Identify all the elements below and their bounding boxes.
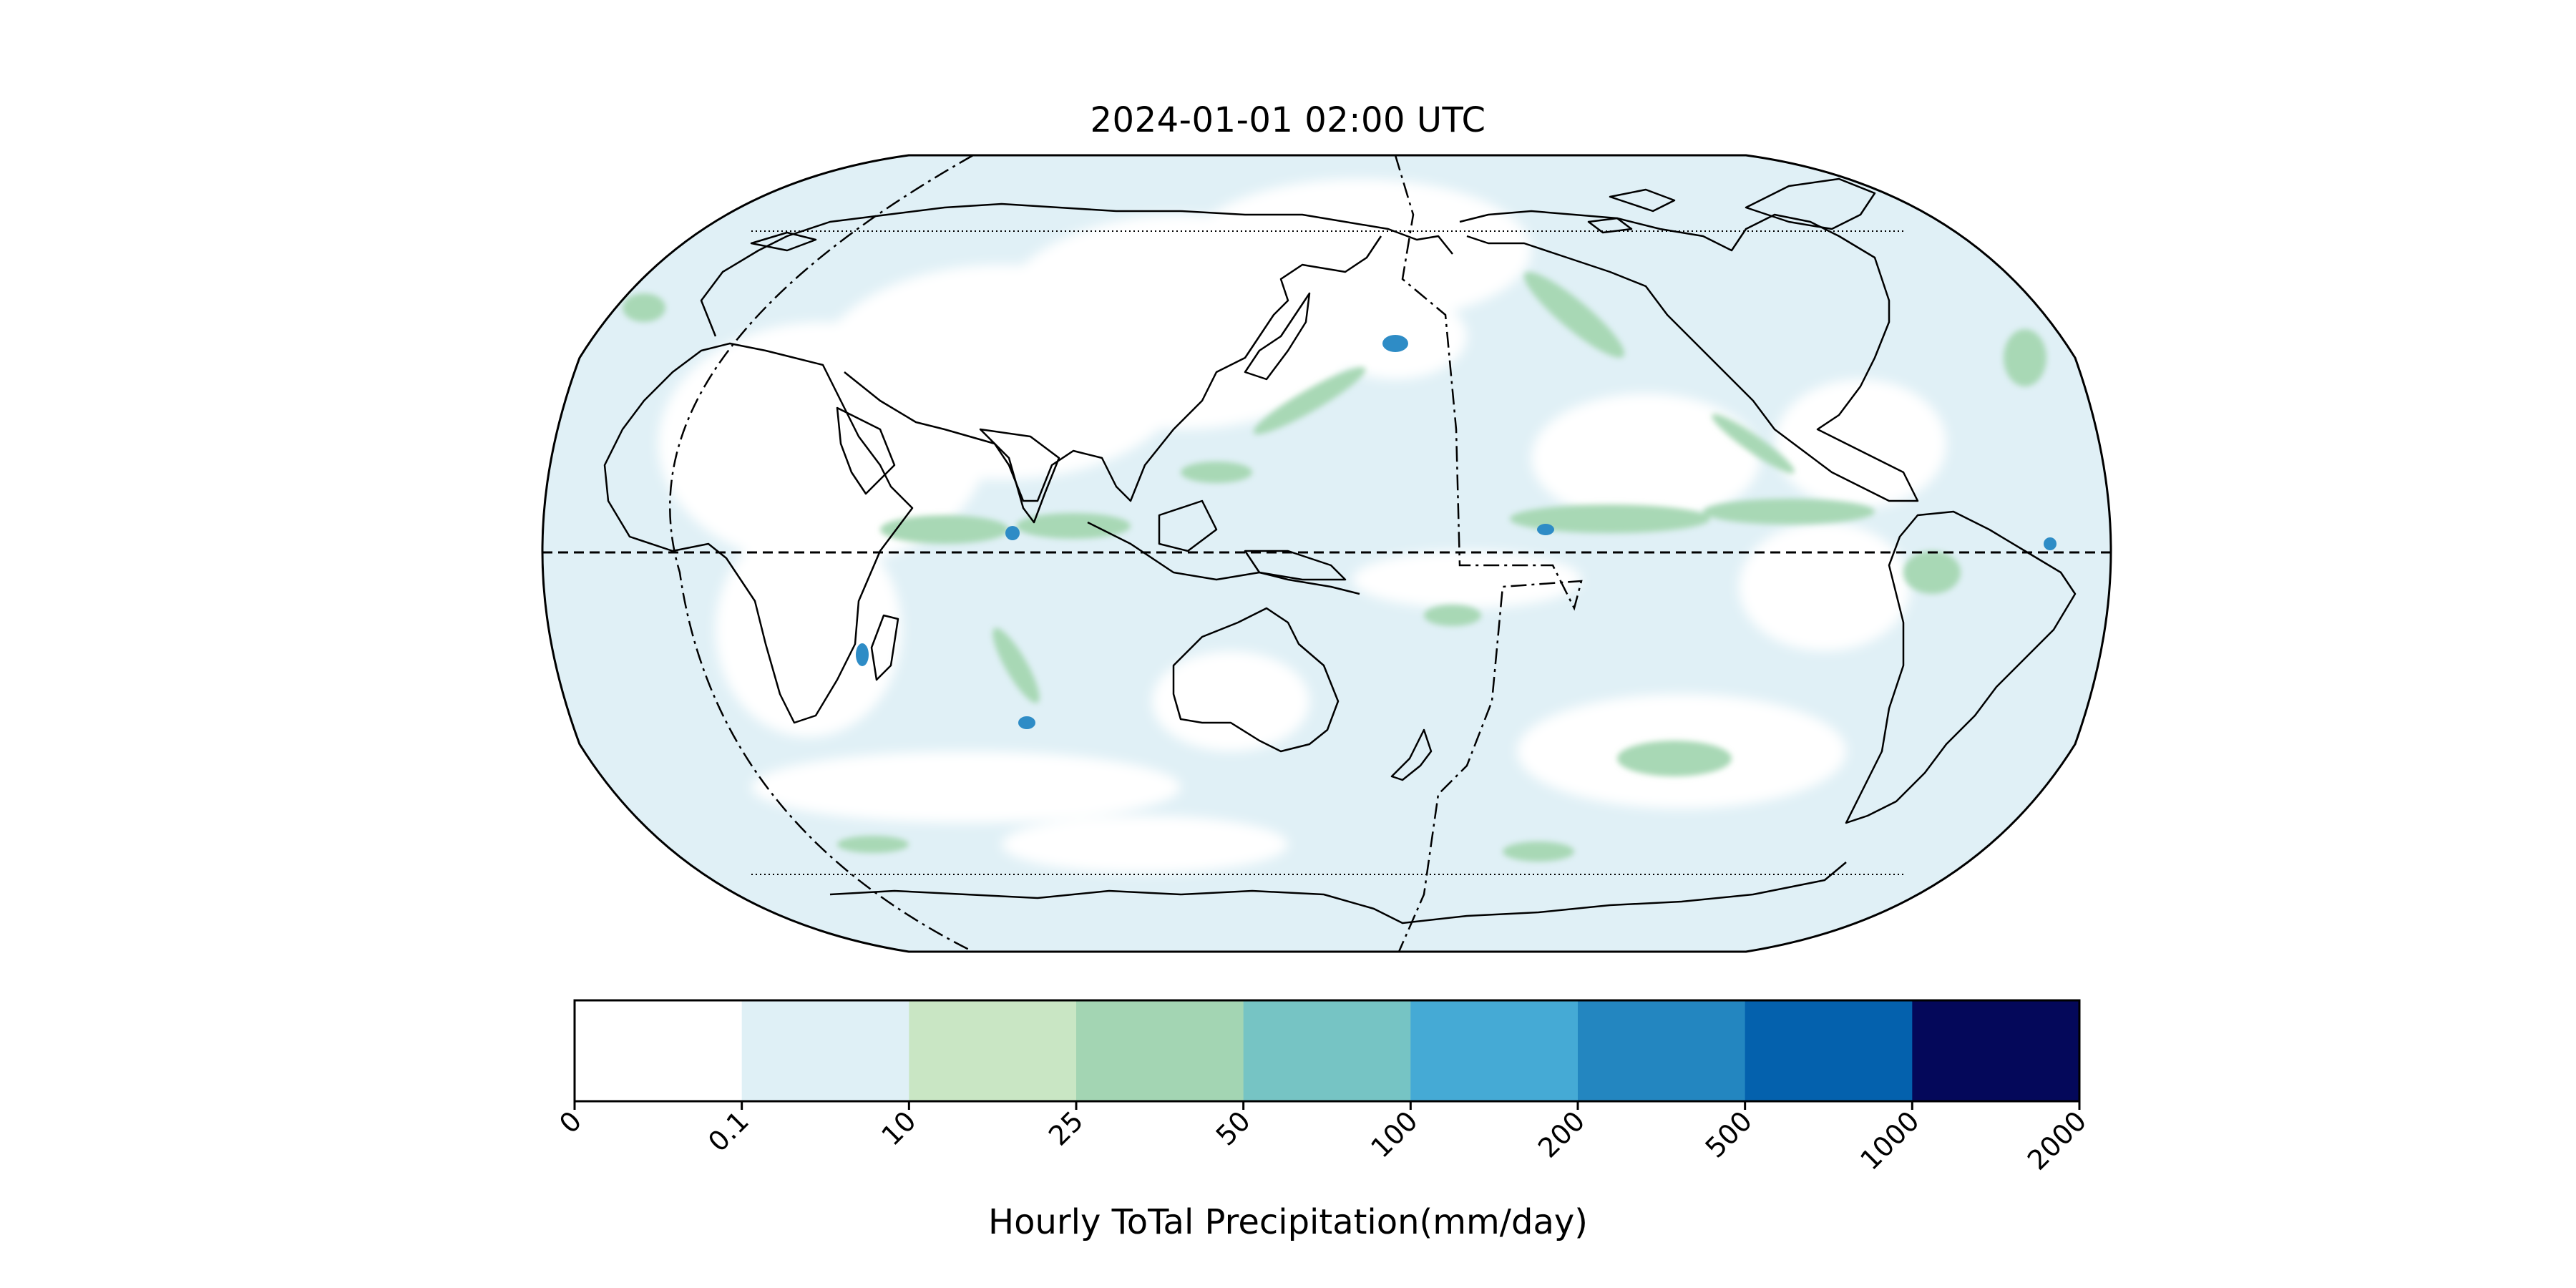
colorbar-segment — [1076, 1000, 1244, 1101]
rain-bands — [623, 272, 2046, 862]
map-boundary — [541, 154, 2112, 953]
coast-north-america — [1459, 210, 1919, 502]
colorbar-segment — [1745, 1000, 1913, 1101]
meridian-line-west — [669, 154, 974, 953]
coast-new-guinea — [1244, 550, 1347, 581]
coast-greenland — [1745, 177, 1876, 230]
colorbar-segment — [1243, 1000, 1411, 1101]
coast-india — [979, 428, 1060, 524]
coast-south-america — [1845, 510, 2077, 824]
colorbar-segment — [1410, 1000, 1579, 1101]
colorbar-segment — [741, 1000, 909, 1101]
coastlines — [603, 177, 2077, 924]
map-title: 2024-01-01 02:00 UTC — [1090, 100, 1486, 140]
coast-new-zealand — [1390, 728, 1433, 781]
colorbar-ticks: 0 0.1 10 25 50 100 200 500 1000 2000 — [553, 1101, 2092, 1176]
coast-arabia — [836, 406, 896, 495]
coast-africa-eurasia — [603, 342, 914, 724]
colorbar-tick-label: 200 — [1532, 1105, 1591, 1163]
colorbar-tick-label: 50 — [1210, 1105, 1257, 1151]
colorbar-segment — [575, 1000, 743, 1101]
colorbar-segment — [1912, 1000, 2080, 1101]
colorbar-segments — [575, 1000, 2080, 1101]
colorbar-tick-label: 0.1 — [702, 1105, 755, 1158]
coast-borneo — [1158, 499, 1218, 552]
date-line — [1394, 155, 1583, 952]
colorbar-tick-label: 25 — [1043, 1105, 1089, 1151]
colorbar-label: Hourly ToTal Precipitation(mm/day) — [988, 1202, 1588, 1242]
coast-arctic-islands — [750, 188, 1676, 252]
colorbar-segment — [909, 1000, 1077, 1101]
colorbar-tick-label: 10 — [875, 1105, 922, 1151]
colorbar-tick-label: 0 — [553, 1105, 587, 1139]
coast-antarctica — [829, 862, 1847, 924]
coast-europe-asia-north — [700, 203, 1453, 337]
coast-madagascar — [870, 614, 899, 681]
colorbar-outline — [573, 999, 2081, 1103]
colorbar-tick-label: 2000 — [2021, 1105, 2093, 1176]
colorbar-tick-label: 500 — [1699, 1105, 1758, 1163]
coast-japan — [1244, 292, 1311, 381]
colorbar-segment — [1578, 1000, 1746, 1101]
graticule — [542, 154, 2111, 953]
heavy-rain-cells — [856, 335, 2057, 729]
coast-australia — [1172, 607, 1340, 753]
coast-indonesia — [1087, 521, 1360, 595]
colorbar-tick-label: 100 — [1365, 1105, 1423, 1163]
dry-regions — [658, 179, 1946, 873]
colorbar-tick-label: 1000 — [1854, 1105, 1926, 1176]
